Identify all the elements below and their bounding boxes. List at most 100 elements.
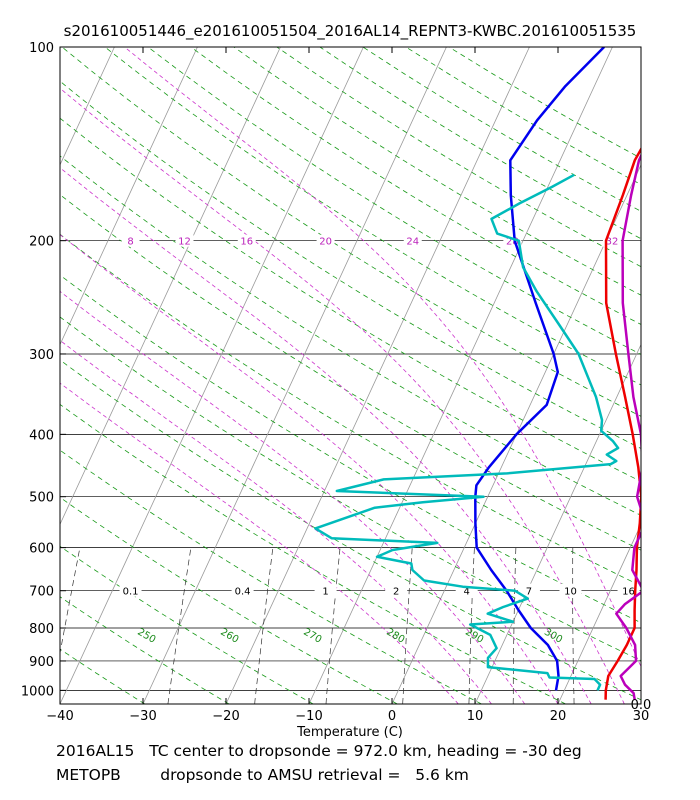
moist-adiabat-line (124, 47, 641, 668)
mixing-ratio-label: 1 (322, 587, 328, 598)
dry-adiabat-line (276, 47, 641, 268)
y-tick-label: 100 (29, 41, 54, 56)
mixing-ratio-label: 16 (622, 587, 635, 598)
dry-adiabat-line (60, 496, 398, 704)
y-tick-label: 1000 (21, 684, 54, 699)
moist-adiabat-label: 16 (240, 237, 253, 248)
dry-adiabat-line (448, 47, 641, 159)
dry-adiabat-line (60, 274, 641, 624)
mixing-ratio-line (60, 547, 81, 655)
mixing-ratio-line (402, 547, 413, 704)
isotherm-line (60, 47, 115, 166)
isotherm-line (60, 47, 198, 346)
y-tick-label: 300 (29, 348, 54, 363)
isotherm-line (60, 47, 281, 526)
mixing-ratio-label: 10 (564, 587, 577, 598)
x-tick-label: 0 (388, 709, 396, 724)
moist-adiabat-label-bg (237, 234, 256, 247)
moist-adiabat-label: 20 (319, 237, 332, 248)
mixing-ratio-line (512, 547, 517, 704)
y-tick-label: 900 (29, 655, 54, 670)
profile-series-1 (604, 146, 641, 700)
x-tick-label: −20 (212, 709, 239, 724)
dry-adiabat-line (104, 47, 641, 386)
footer-line-2: METOPB dropsonde to AMSU retrieval = 5.6… (56, 766, 469, 784)
dry-adiabat-label: 250 (135, 627, 157, 646)
moist-adiabat-line (60, 382, 459, 704)
dry-adiabat-line (190, 47, 641, 325)
moist-adiabat-label-bg (316, 234, 335, 247)
y-tick-label: 200 (29, 235, 54, 250)
x-axis-label: Temperature (C) (296, 725, 403, 740)
dry-adiabat-label: 280 (384, 627, 406, 646)
x-tick-label: 30 (633, 709, 650, 724)
y-tick-label: 700 (29, 585, 54, 600)
dry-adiabat-line (60, 648, 146, 704)
mixing-ratio-label: 7 (526, 587, 532, 598)
dry-adiabat-line (147, 47, 641, 355)
dry-adiabat-label: 270 (301, 627, 323, 646)
y-tick-label: 400 (29, 428, 54, 443)
profile-series-3 (474, 47, 605, 691)
dry-adiabat-line (61, 47, 641, 417)
mixing-ratio-line (325, 547, 341, 704)
dry-adiabat-line (60, 403, 566, 704)
dry-adiabat-line (60, 80, 641, 449)
moist-adiabat-label: 24 (406, 237, 419, 248)
dry-adiabat-line (60, 233, 641, 587)
x-tick-label: −30 (129, 709, 156, 724)
profile-series-4 (314, 173, 620, 691)
mixing-ratio-label-bg (385, 583, 408, 597)
dry-adiabat-line (60, 117, 641, 482)
dry-adiabat-line (362, 47, 641, 212)
isotherm-line (557, 523, 641, 704)
dry-adiabat-line (60, 155, 641, 516)
moist-adiabat-label-bg (175, 234, 194, 247)
plot-frame (59, 46, 642, 705)
mixing-ratio-label: 4 (464, 587, 470, 598)
mixing-ratio-label: 0.4 (235, 587, 251, 598)
dry-adiabat-line (60, 194, 641, 551)
x-tick-label: −10 (295, 709, 322, 724)
footer-line-1: 2016AL15 TC center to dropsonde = 972.0 … (56, 742, 582, 760)
mixing-ratio-label-bg (231, 583, 254, 597)
dry-adiabat-label: 260 (218, 627, 240, 646)
isotherm-line (308, 47, 613, 704)
chart-title: s201610051446_e201610051504_2016AL14_REP… (63, 22, 637, 40)
moist-adiabat-label: 32 (606, 237, 619, 248)
x-tick-label: 10 (467, 709, 484, 724)
x-tick-label: 20 (550, 709, 567, 724)
moist-adiabat-label-bg (403, 234, 422, 247)
mixing-ratio-label: 0.1 (123, 587, 139, 598)
mixing-ratio-line (254, 547, 274, 704)
isotherm-line (225, 47, 530, 704)
dry-adiabat-line (405, 47, 641, 185)
dry-adiabat-line (60, 703, 61, 704)
moist-adiabat-label: 12 (178, 237, 191, 248)
moist-adiabat-line (60, 234, 559, 704)
isotherm-line (142, 47, 447, 704)
mixing-ratio-label: 2 (393, 587, 399, 598)
corner-label: 0.0 (631, 698, 652, 713)
mixing-ratio-line (468, 547, 475, 704)
moist-adiabat-line (60, 167, 592, 704)
x-tick-label: −40 (46, 709, 73, 724)
moist-adiabat-label: 8 (127, 237, 133, 248)
isotherm-line (640, 703, 641, 704)
dry-adiabat-line (60, 545, 314, 704)
dry-adiabat-line (60, 359, 641, 701)
mixing-ratio-label-bg (559, 583, 582, 597)
moist-adiabat-label: 28 (506, 237, 519, 248)
y-tick-label: 800 (29, 622, 54, 637)
mixing-ratio-line (167, 547, 192, 704)
moist-adiabat-line (60, 290, 526, 704)
profile-series-2 (615, 152, 641, 700)
dry-adiabat-line (60, 316, 641, 662)
isotherm-line (60, 47, 364, 704)
mixing-ratio-line (572, 547, 575, 704)
moist-adiabat-line (60, 339, 492, 704)
moist-adiabat-label-bg (121, 234, 140, 247)
mixing-ratio-label-bg (119, 583, 142, 597)
y-tick-label: 500 (29, 491, 54, 506)
